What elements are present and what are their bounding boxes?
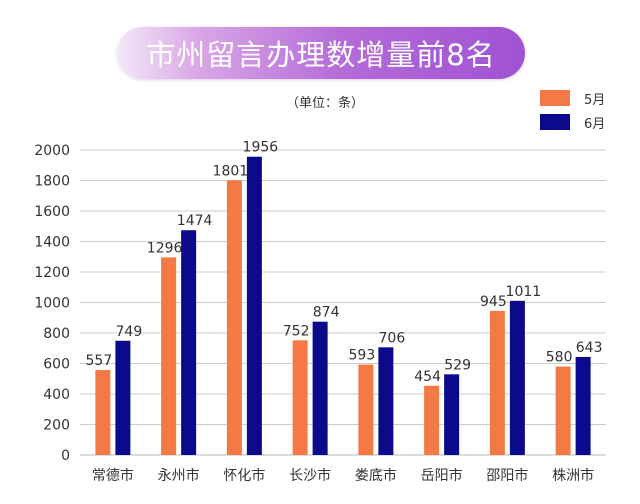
data-label: 1474 [177,213,213,229]
y-tick-label: 2000 [34,143,70,159]
data-label: 1801 [213,163,249,179]
bar-may [555,366,571,455]
data-label: 1011 [506,284,542,300]
data-label: 1296 [147,240,183,256]
data-label: 593 [349,348,376,364]
data-label: 557 [86,353,113,369]
bar-june [181,230,197,455]
legend-item-june: 6月 [540,110,605,134]
x-tick-label: 岳阳市 [421,467,463,484]
data-label: 454 [414,369,441,385]
x-tick-label: 邵阳市 [486,467,528,484]
data-label: 752 [283,323,310,339]
data-label: 529 [444,357,471,373]
legend-swatch-may [540,90,570,106]
unit-label: （单位：条） [285,96,364,111]
bar-may [161,257,177,455]
y-tick-label: 600 [43,357,70,373]
data-label: 706 [379,330,406,346]
y-tick-label: 0 [61,448,70,464]
bar-june [115,340,131,455]
y-tick-label: 400 [43,387,70,403]
bar-may [424,385,440,455]
legend-swatch-june [540,114,570,130]
bar-may [95,370,111,455]
y-tick-label: 800 [43,326,70,342]
bar-may [226,180,242,455]
legend: 5月 6月 [540,86,605,134]
data-label: 945 [480,294,507,310]
legend-item-may: 5月 [540,86,605,110]
legend-label-may: 5月 [584,92,606,108]
y-tick-label: 200 [43,418,70,434]
y-tick-label: 1000 [34,296,70,312]
y-tick-label: 1600 [34,204,70,220]
y-tick-label: 1400 [34,235,70,251]
bar-may [489,310,505,455]
data-label: 643 [576,340,603,356]
y-tick-label: 1200 [34,265,70,281]
x-tick-label: 娄底市 [355,467,397,484]
chart-title: 市州留言办理数增量前8名 [117,27,525,79]
x-tick-label: 常德市 [92,467,134,484]
bar-may [292,340,308,455]
bar-june [444,374,460,455]
bar-june [378,347,394,455]
bar-may [358,364,374,455]
bar-june [509,300,525,455]
legend-label-june: 6月 [584,116,606,132]
data-label: 580 [546,350,573,366]
x-tick-label: 长沙市 [289,467,331,484]
bar-june [312,321,328,455]
data-label: 1956 [243,140,279,156]
bar-june [575,356,591,455]
data-label: 749 [116,324,143,340]
bar-june [246,156,262,455]
data-label: 874 [313,305,340,321]
x-tick-label: 怀化市 [223,467,265,484]
x-tick-label: 株洲市 [552,467,594,484]
x-tick-label: 永州市 [158,467,200,484]
y-tick-label: 1800 [34,174,70,190]
